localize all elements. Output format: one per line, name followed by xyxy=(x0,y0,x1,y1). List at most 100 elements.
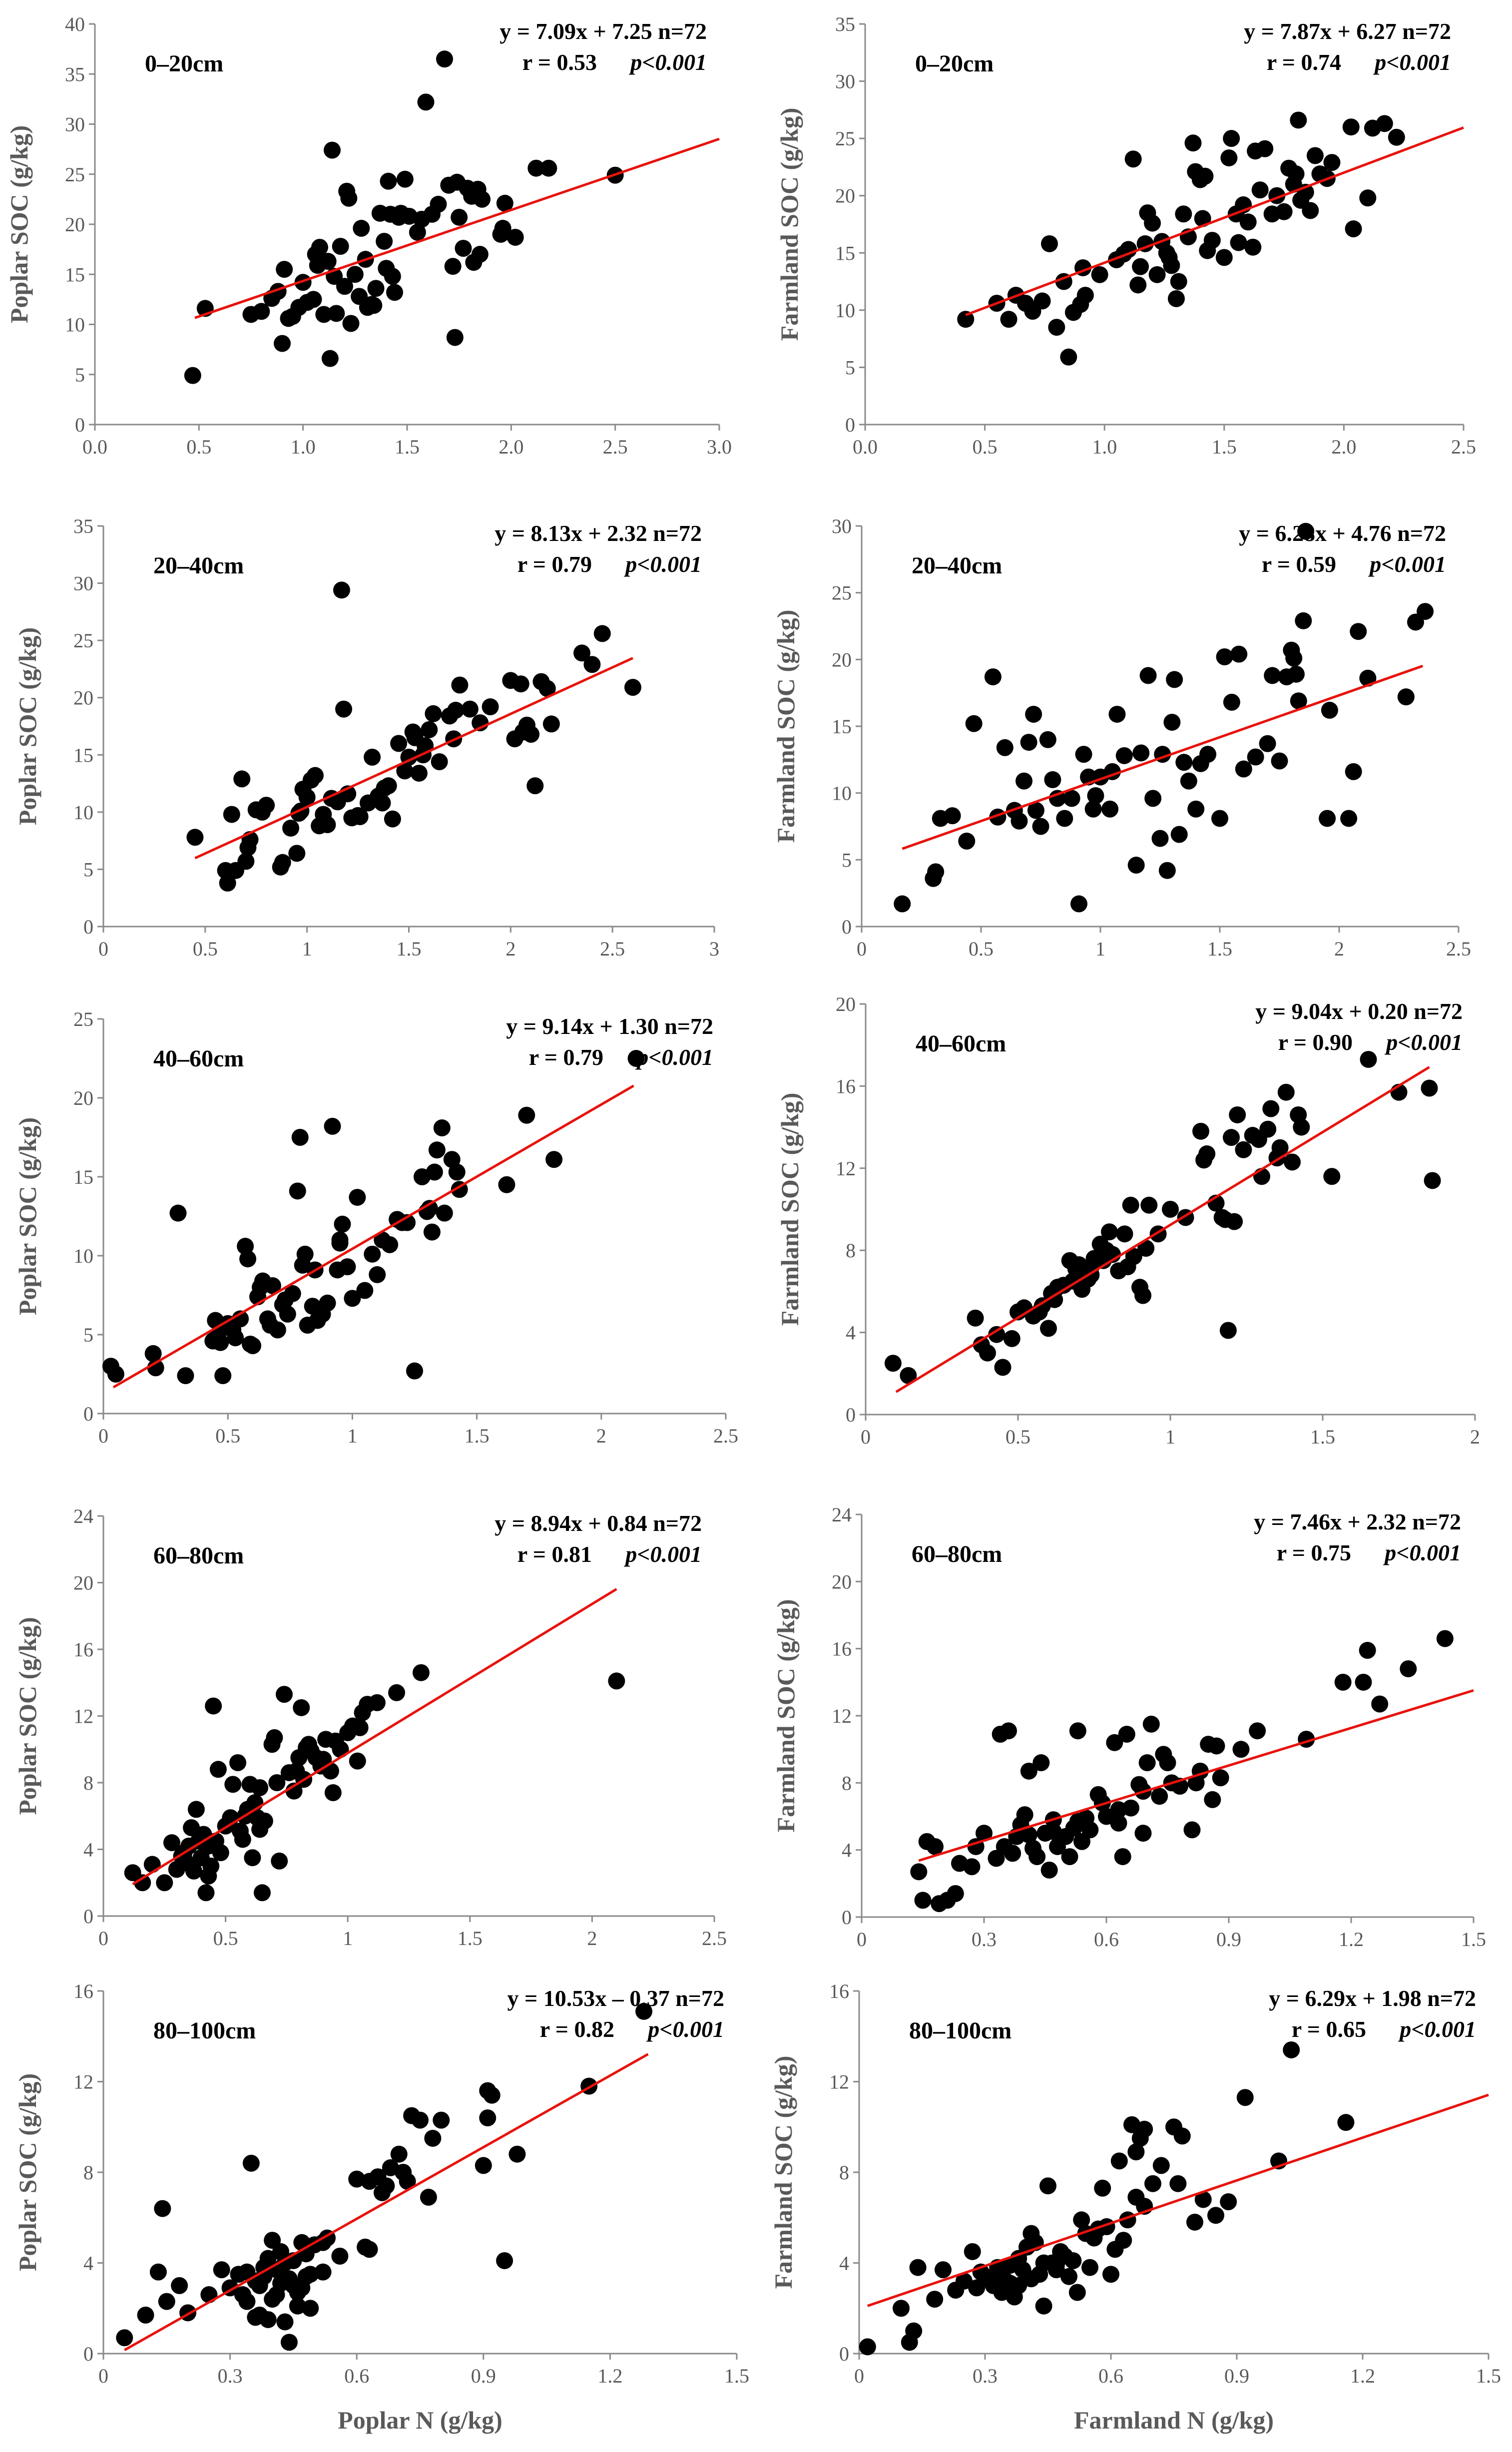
x-tick-label: 0 xyxy=(857,1928,867,1951)
x-tick-label: 0.3 xyxy=(218,2365,243,2387)
data-point xyxy=(433,1119,451,1137)
data-point xyxy=(1295,612,1312,629)
data-point xyxy=(1097,1242,1115,1259)
data-point xyxy=(1173,2127,1191,2145)
x-tick-label: 0.9 xyxy=(1216,1928,1241,1951)
data-point xyxy=(107,1366,124,1383)
data-point xyxy=(376,233,393,250)
regression-line xyxy=(895,1066,1430,1393)
data-point xyxy=(1044,1823,1062,1840)
y-tick-label: 16 xyxy=(829,1980,849,2002)
y-tick-label: 20 xyxy=(832,1570,852,1593)
data-point xyxy=(209,1761,227,1778)
data-point xyxy=(1342,118,1360,136)
y-tick-label: 8 xyxy=(846,1239,856,1262)
data-point xyxy=(1360,1050,1377,1068)
data-point xyxy=(351,1719,369,1736)
data-point xyxy=(1323,1168,1341,1185)
data-point xyxy=(1060,2268,1077,2285)
panel-4: 0 5 10 15 20 25 30 0 0.5 1 1.5 2 2.5 Farmland SOC (g/… xyxy=(772,515,1471,960)
data-point xyxy=(395,2164,412,2181)
data-point xyxy=(1075,746,1092,763)
y-tick-label: 5 xyxy=(83,1324,93,1346)
y-tick-label: 20 xyxy=(836,993,856,1015)
data-point xyxy=(1106,1734,1123,1751)
data-point xyxy=(1397,688,1415,706)
x-tick-label: 1 xyxy=(302,938,312,960)
data-point xyxy=(349,1752,366,1770)
data-point xyxy=(608,1672,625,1690)
data-point xyxy=(1000,311,1017,328)
y-tick-label: 35 xyxy=(73,515,93,537)
y-tick-label: 5 xyxy=(842,849,852,871)
data-point xyxy=(134,1874,151,1892)
data-point xyxy=(1040,1861,1058,1879)
data-point xyxy=(307,246,324,263)
data-point xyxy=(1345,763,1362,780)
data-point xyxy=(1247,748,1264,766)
data-point xyxy=(1297,522,1315,540)
data-point xyxy=(1076,287,1094,304)
data-point xyxy=(158,2293,175,2310)
data-point xyxy=(293,1699,310,1716)
data-point xyxy=(1223,130,1240,147)
x-tick-label: 2.0 xyxy=(1331,436,1356,458)
x-tick-label: 0 xyxy=(98,2365,108,2387)
depth-label: 80–100cm xyxy=(909,2017,1011,2044)
data-point xyxy=(1016,1806,1033,1824)
data-point xyxy=(1215,249,1233,266)
data-point xyxy=(406,1362,423,1380)
data-point xyxy=(1187,800,1205,818)
data-point xyxy=(202,1857,220,1875)
data-point xyxy=(251,1279,269,1296)
data-point xyxy=(285,1782,303,1800)
data-point xyxy=(1290,111,1307,129)
panel-10: 0 4 8 12 16 0 0.3 0.6 0.9 1.2 1.5 Farmland SOC (g/k… xyxy=(769,1980,1501,2434)
data-point xyxy=(965,715,983,732)
data-point xyxy=(1084,800,1102,818)
data-point xyxy=(518,1106,535,1124)
data-point xyxy=(1159,1754,1176,1772)
x-tick-label: 0 xyxy=(98,938,108,960)
regression-equation: y = 10.53x – 0.37 n=72 xyxy=(507,1985,724,2011)
data-point xyxy=(421,721,438,738)
panel-2: 0 5 10 15 20 25 30 35 0.0 0.5 1.0 1.5 2.0 2.5 Farmland… xyxy=(775,13,1476,458)
data-point xyxy=(384,810,401,828)
y-tick-label: 4 xyxy=(842,1839,852,1862)
x-tick-label: 3.0 xyxy=(707,436,732,458)
y-tick-label: 10 xyxy=(835,299,855,322)
data-point xyxy=(1028,1848,1046,1866)
data-point xyxy=(335,700,353,718)
data-point xyxy=(349,1189,366,1206)
data-point xyxy=(527,159,545,177)
data-point xyxy=(237,1238,254,1255)
data-point xyxy=(1032,818,1049,835)
x-tick-label: 1.5 xyxy=(458,1927,483,1950)
x-tick-label: 0.0 xyxy=(82,436,107,458)
p-value: p<0.001 xyxy=(1373,49,1451,75)
data-point xyxy=(1039,731,1056,748)
data-point xyxy=(514,723,531,741)
correlation-r: r = 0.65 xyxy=(1292,2016,1366,2042)
data-point xyxy=(1376,115,1393,132)
data-point xyxy=(334,1215,351,1233)
y-tick-label: 12 xyxy=(73,1705,93,1728)
y-tick-label: 35 xyxy=(835,13,855,35)
data-point xyxy=(1115,747,1133,764)
panel-8: 0 4 8 12 16 20 24 0 0.3 0.6 0.9 1.2 1.5 Farmland SOC … xyxy=(772,1503,1486,1951)
data-point xyxy=(451,676,469,694)
data-point xyxy=(312,1757,330,1775)
data-point xyxy=(417,93,435,111)
data-point xyxy=(1219,1322,1237,1339)
data-point xyxy=(293,2279,311,2297)
regression-line xyxy=(194,657,633,860)
data-point xyxy=(1194,210,1211,227)
data-point xyxy=(380,172,397,190)
y-tick-label: 0 xyxy=(75,414,85,436)
data-point xyxy=(333,581,350,599)
data-point xyxy=(1167,290,1185,307)
data-point xyxy=(319,816,336,834)
data-point xyxy=(253,1884,271,1902)
y-tick-label: 25 xyxy=(832,582,852,604)
depth-label: 0–20cm xyxy=(145,50,223,77)
